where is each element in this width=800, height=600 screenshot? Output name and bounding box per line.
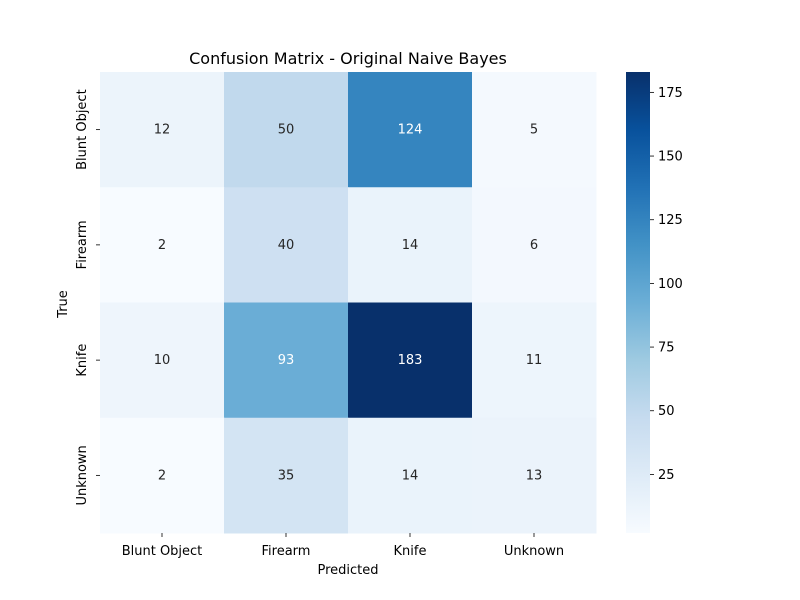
y-tick-label: Blunt Object [75, 89, 90, 170]
cell-value-label: 2 [158, 468, 166, 483]
heatmap-cell [348, 187, 473, 303]
cell-value-label: 6 [530, 238, 538, 253]
cell-value-label: 40 [278, 238, 295, 253]
cell-value-label: 14 [402, 238, 419, 253]
cell-value-label: 10 [154, 353, 171, 368]
x-tick-label: Firearm [262, 544, 311, 559]
x-tick-label: Blunt Object [122, 544, 203, 559]
y-tick-label: Firearm [75, 220, 90, 269]
cell-value-label: 5 [530, 123, 538, 138]
x-tick-label: Knife [394, 544, 427, 559]
colorbar-tick-label: 150 [658, 150, 683, 165]
cell-value-label: 35 [278, 468, 295, 483]
heatmap-cell [472, 417, 597, 534]
y-tick-label: Knife [75, 344, 90, 377]
y-axis-ticks: Blunt Object Firearm Knife Unknown [75, 89, 100, 506]
x-axis-label: Predicted [317, 563, 378, 578]
x-tick-label: Unknown [504, 544, 564, 559]
heatmap-cell [224, 72, 349, 188]
y-axis-label: True [56, 290, 71, 319]
heatmap-cell-labels: 12 50 124 5 2 40 14 6 10 93 183 11 2 35 14 13 [154, 123, 543, 484]
colorbar-tick-label: 175 [658, 86, 683, 101]
y-tick-label: Unknown [75, 445, 90, 505]
colorbar-tick-label: 75 [658, 341, 675, 356]
heatmap-cell [472, 187, 597, 303]
heatmap-cell [472, 302, 597, 419]
cell-value-label: 124 [398, 123, 423, 138]
colorbar-ticks: 25 50 75 100 125 150 175 [650, 86, 683, 483]
heatmap-cell [348, 72, 473, 188]
cell-value-label: 11 [526, 353, 543, 368]
heatmap-cell [100, 187, 225, 303]
cell-value-label: 50 [278, 123, 295, 138]
heatmap-cell [100, 72, 225, 188]
colorbar-tick-label: 50 [658, 404, 675, 419]
cell-value-label: 13 [526, 468, 543, 483]
cell-value-label: 14 [402, 468, 419, 483]
chart-title: Confusion Matrix - Original Naive Bayes [189, 49, 507, 68]
cell-value-label: 2 [158, 238, 166, 253]
heatmap-cell [224, 187, 349, 303]
heatmap-cells [100, 72, 597, 534]
heatmap-cell [348, 302, 473, 419]
cell-value-label: 93 [278, 353, 295, 368]
heatmap-cell [224, 302, 349, 419]
heatmap-cell [100, 302, 225, 419]
colorbar-tick-label: 25 [658, 468, 675, 483]
colorbar-tick-label: 100 [658, 277, 683, 292]
colorbar [626, 72, 650, 533]
cell-value-label: 183 [398, 353, 423, 368]
cell-value-label: 12 [154, 123, 171, 138]
heatmap-cell [472, 72, 597, 188]
x-axis-ticks: Blunt Object Firearm Knife Unknown [122, 533, 564, 559]
heatmap-cell [224, 417, 349, 534]
colorbar-tick-label: 125 [658, 213, 683, 228]
heatmap-cell [100, 417, 225, 534]
heatmap-cell [348, 417, 473, 534]
